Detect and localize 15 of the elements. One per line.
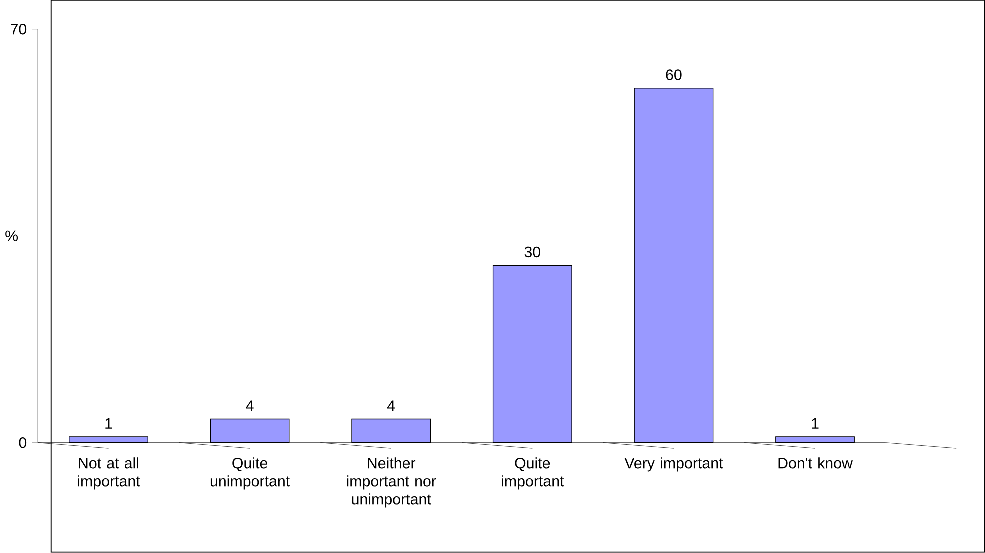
x-tick-label: Neither important nor unimportant (347, 458, 436, 508)
y-axis-title: % (6, 230, 18, 242)
data-label: 60 (666, 70, 682, 80)
x-tick-label: Don't know (778, 458, 853, 469)
x-tick-label: Very important (624, 458, 724, 472)
data-label: 1 (812, 418, 819, 429)
data-label: 4 (246, 400, 254, 412)
data-label: 1 (106, 418, 112, 429)
y-tick-label: 70 (11, 24, 27, 35)
x-tick-label: Quite important (502, 458, 564, 490)
data-label: 4 (387, 400, 396, 412)
x-tick-label: Quite unimportant (210, 458, 290, 490)
data-label: 30 (524, 246, 541, 258)
x-tick-label: Not at all important (78, 458, 140, 490)
y-tick-label: 0 (19, 438, 27, 448)
